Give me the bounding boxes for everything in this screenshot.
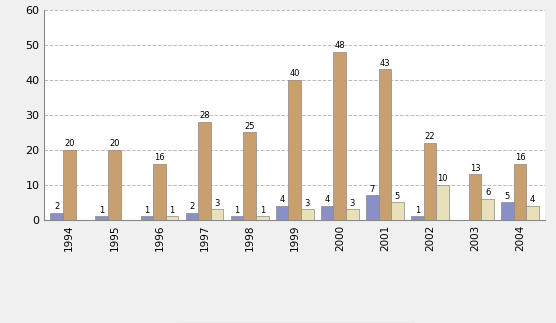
Text: 5: 5 bbox=[505, 192, 510, 201]
Bar bbox=[481, 199, 494, 220]
Text: 40: 40 bbox=[290, 69, 300, 78]
Bar bbox=[424, 143, 436, 220]
Text: 22: 22 bbox=[425, 132, 435, 141]
Text: 3: 3 bbox=[305, 199, 310, 208]
Text: 5: 5 bbox=[395, 192, 400, 201]
Bar bbox=[334, 52, 346, 220]
Text: 16: 16 bbox=[515, 153, 525, 162]
Bar bbox=[527, 206, 539, 220]
Text: 4: 4 bbox=[325, 195, 330, 204]
Bar bbox=[379, 69, 391, 220]
Bar bbox=[231, 216, 244, 220]
Text: 1: 1 bbox=[99, 206, 105, 215]
Text: 1: 1 bbox=[170, 206, 175, 215]
Bar bbox=[321, 206, 334, 220]
Text: 25: 25 bbox=[244, 122, 255, 131]
Bar bbox=[469, 174, 481, 220]
Text: 2: 2 bbox=[54, 202, 59, 211]
Bar bbox=[289, 80, 301, 220]
Text: 3: 3 bbox=[215, 199, 220, 208]
Text: 13: 13 bbox=[470, 164, 480, 173]
Bar bbox=[51, 213, 63, 220]
Text: 20: 20 bbox=[64, 139, 75, 148]
Text: 28: 28 bbox=[199, 111, 210, 120]
Text: 6: 6 bbox=[485, 188, 490, 197]
Bar bbox=[276, 206, 289, 220]
Bar bbox=[244, 132, 256, 220]
Text: 16: 16 bbox=[154, 153, 165, 162]
Bar bbox=[436, 185, 449, 220]
Text: 2: 2 bbox=[189, 202, 195, 211]
Text: 1: 1 bbox=[415, 206, 420, 215]
Bar bbox=[63, 150, 76, 220]
Text: 4: 4 bbox=[280, 195, 285, 204]
Bar bbox=[96, 216, 108, 220]
Bar bbox=[301, 209, 314, 220]
Text: 10: 10 bbox=[438, 174, 448, 183]
Bar bbox=[198, 122, 211, 220]
Text: 20: 20 bbox=[109, 139, 120, 148]
Bar bbox=[153, 164, 166, 220]
Text: 7: 7 bbox=[370, 185, 375, 194]
Bar bbox=[501, 202, 514, 220]
Bar bbox=[256, 216, 269, 220]
Bar bbox=[108, 150, 121, 220]
Bar bbox=[211, 209, 224, 220]
Bar bbox=[514, 164, 527, 220]
Text: 43: 43 bbox=[380, 59, 390, 68]
Text: 1: 1 bbox=[144, 206, 150, 215]
Text: 1: 1 bbox=[260, 206, 265, 215]
Bar bbox=[166, 216, 178, 220]
Bar bbox=[346, 209, 359, 220]
Bar bbox=[411, 216, 424, 220]
Text: 1: 1 bbox=[234, 206, 240, 215]
Bar bbox=[186, 213, 198, 220]
Bar bbox=[141, 216, 153, 220]
Bar bbox=[366, 195, 379, 220]
Text: 48: 48 bbox=[335, 41, 345, 50]
Bar bbox=[391, 202, 404, 220]
Text: 3: 3 bbox=[350, 199, 355, 208]
Text: 4: 4 bbox=[530, 195, 535, 204]
